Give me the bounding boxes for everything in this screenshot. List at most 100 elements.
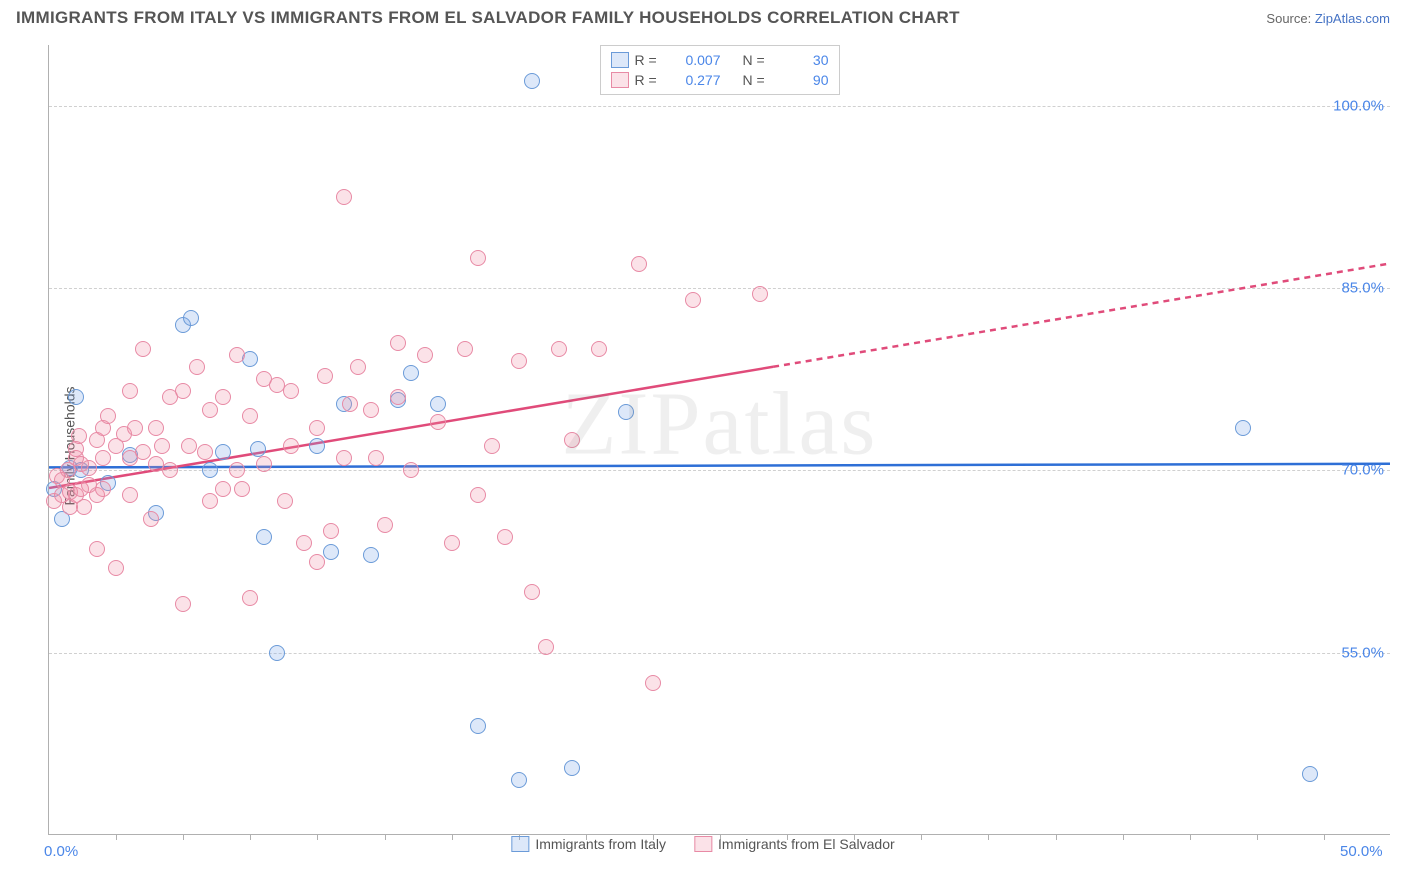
legend-swatch	[511, 836, 529, 852]
legend-label: Immigrants from Italy	[535, 836, 666, 852]
scatter-point	[309, 420, 325, 436]
legend-label: Immigrants from El Salvador	[718, 836, 895, 852]
r-value-italy: 0.007	[671, 52, 721, 68]
watermark: ZIPatlas	[562, 372, 878, 475]
scatter-point	[283, 383, 299, 399]
scatter-point	[181, 438, 197, 454]
scatter-point	[242, 408, 258, 424]
n-value-elsalvador: 90	[779, 72, 829, 88]
title-bar: IMMIGRANTS FROM ITALY VS IMMIGRANTS FROM…	[0, 0, 1406, 32]
scatter-point	[62, 460, 78, 476]
scatter-point	[71, 428, 87, 444]
scatter-point	[363, 402, 379, 418]
scatter-point	[89, 487, 105, 503]
scatter-point	[470, 487, 486, 503]
scatter-point	[62, 499, 78, 515]
scatter-point	[175, 317, 191, 333]
r-label: R =	[635, 72, 665, 88]
scatter-point	[54, 472, 70, 488]
scatter-point	[342, 396, 358, 412]
scatter-point	[202, 402, 218, 418]
scatter-point	[46, 481, 62, 497]
scatter-point	[122, 383, 138, 399]
scatter-point	[336, 189, 352, 205]
scatter-point	[564, 760, 580, 776]
scatter-point	[283, 438, 299, 454]
scatter-point	[444, 535, 460, 551]
scatter-point	[564, 432, 580, 448]
scatter-point	[511, 353, 527, 369]
chart-title: IMMIGRANTS FROM ITALY VS IMMIGRANTS FROM…	[16, 8, 960, 28]
scatter-point	[631, 256, 647, 272]
scatter-point	[457, 341, 473, 357]
scatter-point	[417, 347, 433, 363]
scatter-point	[95, 481, 111, 497]
scatter-point	[154, 438, 170, 454]
scatter-point	[215, 481, 231, 497]
trend-lines	[49, 45, 1390, 834]
scatter-point	[95, 420, 111, 436]
scatter-point	[175, 596, 191, 612]
scatter-point	[250, 441, 266, 457]
scatter-point	[470, 718, 486, 734]
scatter-point	[317, 368, 333, 384]
scatter-point	[215, 389, 231, 405]
scatter-point	[497, 529, 513, 545]
scatter-point	[277, 493, 293, 509]
scatter-point	[269, 377, 285, 393]
scatter-point	[54, 487, 70, 503]
scatter-point	[202, 493, 218, 509]
source-attribution: Source: ZipAtlas.com	[1266, 11, 1390, 26]
scatter-point	[100, 408, 116, 424]
scatter-point	[81, 460, 97, 476]
scatter-point	[390, 389, 406, 405]
scatter-point	[143, 511, 159, 527]
legend-swatch	[694, 836, 712, 852]
scatter-point	[524, 584, 540, 600]
scatter-point	[1235, 420, 1251, 436]
scatter-point	[430, 396, 446, 412]
legend-stats-box: R = 0.007 N = 30 R = 0.277 N = 90	[600, 45, 840, 95]
chart-plot-area: ZIPatlas R = 0.007 N = 30 R = 0.277 N = …	[48, 45, 1390, 835]
y-tick-label: 70.0%	[1341, 462, 1384, 479]
scatter-point	[95, 450, 111, 466]
scatter-point	[229, 347, 245, 363]
scatter-point	[390, 392, 406, 408]
scatter-point	[484, 438, 500, 454]
scatter-point	[309, 438, 325, 454]
r-value-elsalvador: 0.277	[671, 72, 721, 88]
legend-stats-row-elsalvador: R = 0.277 N = 90	[611, 70, 829, 90]
scatter-point	[54, 511, 70, 527]
swatch-italy	[611, 52, 629, 68]
scatter-point	[368, 450, 384, 466]
n-value-italy: 30	[779, 52, 829, 68]
scatter-point	[46, 493, 62, 509]
scatter-point	[403, 365, 419, 381]
scatter-point	[685, 292, 701, 308]
y-tick-label: 100.0%	[1333, 97, 1384, 114]
scatter-point	[162, 389, 178, 405]
scatter-point	[430, 414, 446, 430]
scatter-point	[100, 475, 116, 491]
scatter-point	[377, 517, 393, 533]
scatter-point	[470, 250, 486, 266]
scatter-point	[323, 544, 339, 560]
x-tick-label: 50.0%	[1340, 843, 1383, 860]
scatter-points	[49, 45, 1390, 834]
y-tick-label: 85.0%	[1341, 280, 1384, 297]
scatter-point	[390, 335, 406, 351]
source-label: Source:	[1266, 11, 1311, 26]
scatter-point	[68, 441, 84, 457]
scatter-point	[197, 444, 213, 460]
scatter-point	[183, 310, 199, 326]
scatter-point	[363, 547, 379, 563]
legend-stats-row-italy: R = 0.007 N = 30	[611, 50, 829, 70]
source-link[interactable]: ZipAtlas.com	[1315, 11, 1390, 26]
scatter-point	[62, 484, 78, 500]
scatter-point	[68, 450, 84, 466]
scatter-point	[524, 73, 540, 89]
x-tick-label: 0.0%	[44, 843, 78, 860]
legend-series: Immigrants from Italy Immigrants from El …	[511, 827, 894, 860]
scatter-point	[148, 420, 164, 436]
scatter-point	[68, 487, 84, 503]
